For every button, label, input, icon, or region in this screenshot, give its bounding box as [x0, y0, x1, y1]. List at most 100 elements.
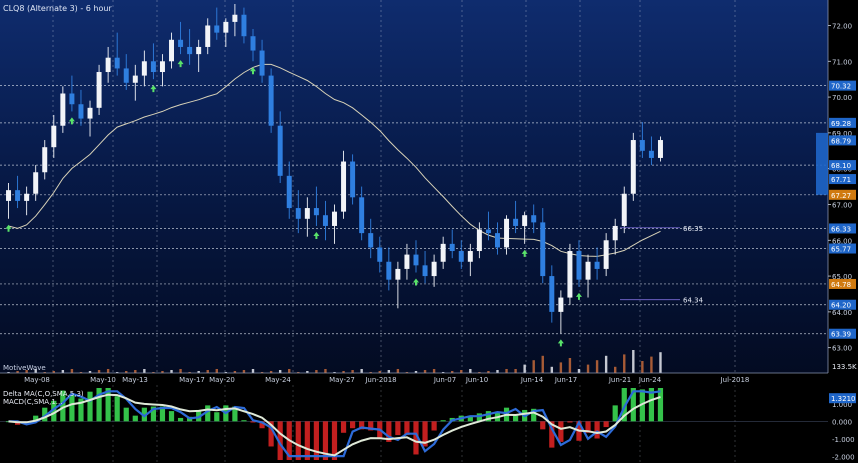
- candle-body: [494, 233, 500, 248]
- volume-bar: [659, 352, 662, 373]
- candle-body: [159, 61, 165, 73]
- volume-bar: [125, 371, 128, 373]
- macd-histogram-bar: [168, 411, 175, 422]
- volume-bar: [387, 370, 391, 373]
- time-axis-label: May-17: [179, 376, 205, 384]
- macd-histogram-bar: [657, 388, 664, 422]
- price-range-box: [816, 132, 828, 195]
- volume-bar: [34, 369, 37, 373]
- volume-bar: [278, 370, 282, 373]
- candle-body: [304, 208, 310, 219]
- volume-bar: [52, 371, 56, 373]
- time-axis-label: Jun-14: [520, 376, 544, 384]
- macd-tick-label: -2.000: [832, 453, 855, 461]
- macd-line: [8, 393, 661, 457]
- volume-bar: [88, 371, 92, 373]
- buy-signal-arrow: [575, 292, 582, 300]
- buy-signal-arrow: [177, 60, 184, 68]
- candle-body: [458, 251, 464, 262]
- indicator-subtitle: MACD(C,SMA,1...: [3, 398, 62, 406]
- volume-bar: [505, 369, 508, 373]
- chart-title: CLQ8 (Alternate 3) - 6 hour: [3, 4, 112, 13]
- macd-histogram-bar: [268, 421, 274, 447]
- macd-histogram-bar: [404, 421, 410, 436]
- volume-bar: [61, 370, 65, 373]
- candle-body: [585, 261, 591, 280]
- candle-body: [603, 240, 609, 269]
- candle-body: [105, 57, 111, 73]
- macd-histogram-bar: [567, 421, 573, 423]
- volume-bar: [179, 369, 182, 373]
- price-label-text: 67.27: [831, 192, 851, 200]
- macd-histogram-bar: [512, 415, 519, 422]
- candle-body: [196, 46, 202, 55]
- volume-bar: [233, 371, 237, 373]
- macd-histogram-bar: [250, 421, 256, 423]
- candle-body: [69, 93, 75, 105]
- y-tick-label: 71.00: [832, 58, 852, 66]
- macd-histogram-bar: [51, 400, 57, 422]
- time-axis-label: May-10: [90, 376, 116, 384]
- volume-bar: [423, 370, 427, 373]
- candle-body: [657, 140, 663, 158]
- macd-tick-label: 1.000: [832, 401, 852, 409]
- candle-body: [395, 268, 401, 280]
- volume-bar: [405, 372, 409, 373]
- volume-bar: [206, 370, 209, 373]
- volume-bar: [396, 369, 400, 373]
- candle-body: [540, 222, 546, 277]
- volume-bar: [432, 369, 436, 373]
- time-axis-label: Jun-24: [638, 376, 662, 384]
- price-label-box: [829, 80, 856, 91]
- volume-bar: [224, 372, 228, 373]
- volume-bar: [613, 366, 617, 373]
- macd-histogram-bar: [42, 407, 48, 422]
- macd-histogram-bar: [304, 421, 310, 460]
- y-tick-label: 66.00: [832, 237, 852, 245]
- volume-bar: [650, 356, 653, 373]
- grid-lines: [52, 0, 736, 463]
- volume-bar: [242, 370, 246, 373]
- candle-body: [205, 25, 211, 47]
- candle-body: [404, 254, 410, 269]
- candle-body: [549, 276, 555, 312]
- time-axis-label: Jun-07: [433, 376, 456, 384]
- candle-body: [250, 36, 256, 51]
- macd-histogram-bar: [60, 390, 66, 422]
- macd-histogram-bar: [485, 411, 492, 422]
- price-label-text: 67.71: [831, 176, 851, 184]
- macd-histogram-bar: [368, 421, 374, 431]
- volume-bar: [215, 369, 218, 373]
- volume-bar: [161, 371, 164, 373]
- volume-label: 133.5K: [832, 363, 857, 371]
- time-axis-label: May-24: [265, 376, 291, 384]
- volume-bar: [360, 369, 363, 373]
- volume-bar: [315, 370, 318, 373]
- macd-histogram-bar: [476, 413, 482, 422]
- y-tick-label: 67.00: [832, 201, 852, 209]
- volume-bar: [414, 371, 418, 373]
- time-axis-label: Jun-21: [608, 376, 631, 384]
- macd-histogram-bar: [277, 421, 283, 460]
- volume-bars: [7, 350, 662, 373]
- macd-histogram-bar: [639, 389, 645, 422]
- macd-histogram-bar: [177, 417, 184, 422]
- candle-body: [141, 61, 147, 76]
- y-tick-label: 64.00: [832, 309, 852, 317]
- candle-body: [576, 251, 582, 280]
- volume-bar: [514, 369, 517, 373]
- candle-body: [123, 68, 129, 83]
- volume-bar: [70, 369, 74, 373]
- y-tick-label: 65.00: [832, 273, 852, 281]
- candle-body: [286, 175, 292, 209]
- macd-panel: 1.000 0.000 -1.000 -2.000 1.3210: [0, 388, 856, 461]
- candle-body: [223, 21, 229, 33]
- candle-body: [187, 46, 193, 55]
- candle-body: [15, 190, 21, 201]
- macd-histogram-bar: [141, 407, 147, 422]
- candle-body: [531, 215, 537, 223]
- time-axis-background: [0, 373, 828, 385]
- macd-histogram-bar: [96, 388, 102, 422]
- macd-tick-label: 0.000: [832, 418, 852, 426]
